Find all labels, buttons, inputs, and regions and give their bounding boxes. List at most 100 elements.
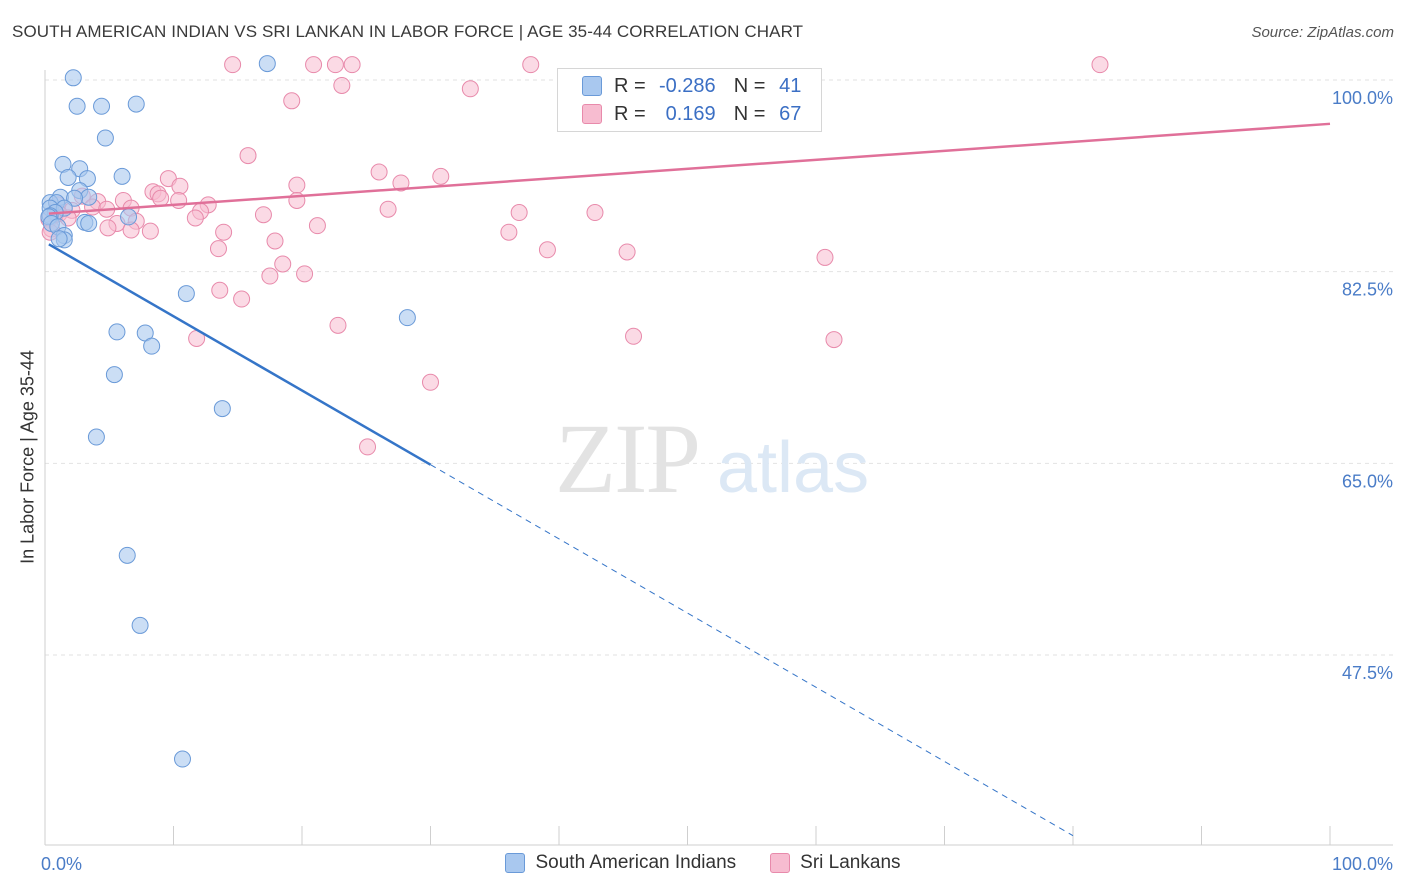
y-axis-label: In Labor Force | Age 35-44 xyxy=(17,350,38,564)
trend-lines xyxy=(48,122,1331,837)
sri-lankans-point xyxy=(329,316,347,334)
sri-lankans-point xyxy=(816,248,834,266)
watermark: ZIP atlas xyxy=(555,403,869,514)
south-american-indians-point xyxy=(59,168,77,186)
south-american-indians-points xyxy=(40,55,416,768)
south-american-indians-point xyxy=(78,170,96,188)
sri-lankans-point xyxy=(171,177,189,195)
sri-lankans-point xyxy=(522,56,540,74)
sri-lankans-point xyxy=(308,217,326,235)
r-value: -0.286 xyxy=(658,74,716,97)
sri-lankans-point xyxy=(266,232,284,250)
south-american-indians-point xyxy=(96,129,114,147)
n-value: 67 xyxy=(779,102,802,125)
n-label: N = xyxy=(733,102,766,125)
south-american-indians-point xyxy=(80,214,98,232)
sri-lankans-point xyxy=(392,174,410,192)
sri-lankans-point xyxy=(274,255,292,273)
sri-lankans-point xyxy=(254,206,272,224)
south-american-indians-point xyxy=(66,189,84,207)
stats-legend-row-pink: R = 0.169 N = 67 xyxy=(582,101,801,127)
sri-lankans-point xyxy=(586,204,604,222)
south-american-indians-point xyxy=(127,95,145,113)
sri-lankans-point xyxy=(209,240,227,258)
south-american-indians-trend-line xyxy=(48,243,432,466)
r-label: R = xyxy=(614,102,646,125)
sri-lankans-point xyxy=(538,241,556,259)
sri-lankans-point xyxy=(825,331,843,349)
blue-swatch xyxy=(505,853,526,873)
sri-lankans-point xyxy=(99,219,117,237)
sri-lankans-point xyxy=(261,267,279,285)
sri-lankans-point xyxy=(326,56,344,74)
south-american-indians-point xyxy=(120,208,138,226)
south-american-indians-point xyxy=(173,750,191,768)
south-american-indians-point xyxy=(118,546,136,564)
sri-lankans-point xyxy=(359,438,377,456)
axes xyxy=(44,70,1393,846)
x-tick-label: 100.0% xyxy=(1332,854,1393,874)
south-american-indians-point xyxy=(50,230,68,248)
y-tick-label: 100.0% xyxy=(1332,88,1393,108)
legend-item-south-american-indians[interactable]: South American Indians xyxy=(505,852,736,874)
n-value: 41 xyxy=(779,74,802,97)
sri-lankans-point xyxy=(152,189,170,207)
sri-lankans-point xyxy=(432,167,450,185)
source-label: Source: ZipAtlas.com xyxy=(1251,24,1394,41)
pink-swatch xyxy=(770,853,791,873)
sri-lankans-point xyxy=(343,56,361,74)
south-american-indians-point xyxy=(177,285,195,303)
sri-lankans-point xyxy=(1091,56,1109,74)
south-american-indians-trend-extension xyxy=(430,464,1074,837)
r-value: 0.169 xyxy=(665,102,716,125)
sri-lankans-point xyxy=(296,265,314,283)
sri-lankans-point xyxy=(239,147,257,165)
sri-lankans-point xyxy=(618,243,636,261)
south-american-indians-point xyxy=(258,55,276,73)
sri-lankans-point xyxy=(625,327,643,345)
watermark-atlas: atlas xyxy=(717,428,869,508)
south-american-indians-point xyxy=(131,616,149,634)
x-tick-label: 0.0% xyxy=(41,854,82,874)
sri-lankans-point xyxy=(461,80,479,98)
sri-lankans-point xyxy=(224,56,242,74)
stats-legend: R = -0.286 N = 41 R = 0.169 N = 67 xyxy=(557,68,822,132)
y-tick-label: 65.0% xyxy=(1342,471,1393,491)
y-tick-label: 82.5% xyxy=(1342,280,1393,300)
stats-legend-row-blue: R = -0.286 N = 41 xyxy=(582,73,801,99)
sri-lankans-point xyxy=(288,176,306,194)
series-legend: South American Indians Sri Lankans xyxy=(0,852,1406,874)
sri-lankans-point xyxy=(211,281,229,299)
tick-labels: 100.0% 82.5% 65.0% 47.5% 0.0% 100.0% xyxy=(41,88,1393,874)
south-american-indians-point xyxy=(213,400,231,418)
sri-lankans-point xyxy=(500,223,518,241)
legend-item-sri-lankans[interactable]: Sri Lankans xyxy=(770,852,901,874)
sri-lankans-point xyxy=(333,76,351,94)
legend-label: Sri Lankans xyxy=(800,852,901,873)
sri-lankans-point xyxy=(283,92,301,110)
chart-title: SOUTH AMERICAN INDIAN VS SRI LANKAN IN L… xyxy=(12,22,804,41)
sri-lankans-point xyxy=(422,373,439,391)
pink-swatch xyxy=(582,104,602,124)
south-american-indians-point xyxy=(87,428,105,446)
sri-lankans-point xyxy=(141,222,159,240)
south-american-indians-point xyxy=(398,309,416,327)
south-american-indians-point xyxy=(80,188,98,206)
sri-lankans-point xyxy=(186,209,204,227)
watermark-zip: ZIP xyxy=(555,403,699,514)
sri-lankans-point xyxy=(215,223,233,241)
sri-lankans-trend-line xyxy=(48,122,1331,215)
south-american-indians-point xyxy=(143,337,161,355)
legend-label: South American Indians xyxy=(535,852,737,873)
blue-swatch xyxy=(582,76,602,96)
sri-lankans-point xyxy=(379,200,397,218)
south-american-indians-point xyxy=(64,69,82,87)
sri-lankans-point xyxy=(510,204,528,222)
sri-lankans-point xyxy=(305,56,323,74)
south-american-indians-point xyxy=(68,97,86,115)
south-american-indians-point xyxy=(105,366,123,384)
south-american-indians-point xyxy=(108,323,126,341)
y-tick-label: 47.5% xyxy=(1342,663,1393,683)
sri-lankans-point xyxy=(370,163,388,181)
